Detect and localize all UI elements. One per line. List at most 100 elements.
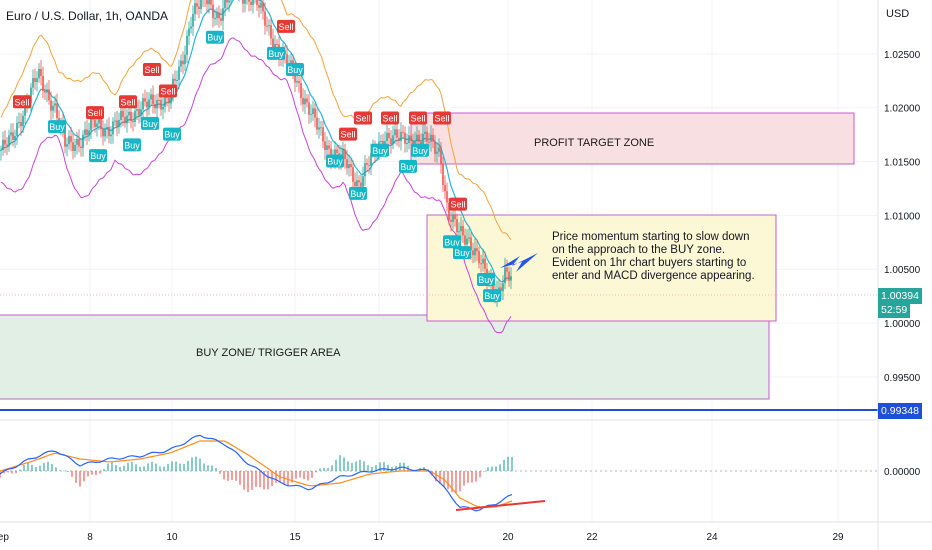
macd-histogram-bar: [319, 468, 321, 471]
candle-body: [192, 14, 194, 27]
macd-histogram-bar: [267, 471, 269, 490]
macd-histogram-bar: [359, 459, 361, 471]
buy-signal: Buy: [453, 246, 471, 260]
macd-histogram-bar: [175, 461, 177, 471]
candle-body: [360, 182, 362, 187]
sell-signal: Sell: [119, 95, 137, 109]
candle-body: [342, 149, 344, 155]
candle-body: [250, 1, 252, 5]
candle-body: [136, 109, 138, 111]
candle-body: [442, 164, 444, 186]
candle-body: [6, 144, 8, 147]
buy-signal-badge: [483, 289, 501, 303]
candle-body: [86, 129, 88, 136]
sell-signal-badge: [409, 111, 427, 125]
candle-body: [108, 126, 110, 137]
candle-body: [150, 94, 152, 100]
macd-histogram-bar: [187, 460, 189, 471]
candle-body: [444, 185, 446, 192]
sell-signal: Sell: [86, 106, 104, 120]
candle-body: [122, 110, 124, 117]
buy-signal: Buy: [123, 138, 141, 152]
macd-histogram-bar: [463, 471, 465, 486]
time-tick-label: 22: [586, 532, 598, 543]
sell-signal: Sell: [381, 111, 399, 125]
macd-histogram-bar: [135, 464, 137, 471]
sell-signal: Sell: [449, 197, 467, 211]
macd-histogram-bar: [3, 471, 5, 474]
buy-signal: Buy: [349, 186, 367, 200]
macd-histogram-bar: [219, 471, 221, 474]
candle-body: [256, 0, 258, 6]
sell-signal-badge: [354, 111, 372, 125]
sell-signal-badge: [13, 95, 31, 109]
buy-signal: Buy: [371, 143, 389, 157]
buy-signal: Buy: [286, 63, 304, 76]
candle-body: [12, 132, 14, 140]
macd-histogram-bar: [119, 467, 121, 471]
candle-body: [426, 131, 428, 142]
candle-body: [114, 120, 116, 122]
sell-signal: Sell: [339, 127, 357, 141]
sell-signal-label: Sell: [450, 200, 465, 210]
macd-histogram-bar: [231, 471, 233, 481]
macd-histogram-bar: [487, 467, 489, 471]
macd-histogram-bar: [147, 463, 149, 471]
macd-histogram-bar: [459, 471, 461, 492]
candle-body: [20, 121, 22, 127]
macd-histogram-bar: [479, 471, 481, 478]
macd-histogram-bar: [239, 471, 241, 485]
buy-signal-label: Buy: [124, 140, 140, 150]
sell-signal: Sell: [277, 19, 295, 33]
buy-signal: Buy: [411, 143, 429, 157]
candle-body: [294, 71, 296, 83]
buy-signal-label: Buy: [327, 157, 343, 167]
divergence-trendline[interactable]: [455, 500, 546, 511]
time-tick-label: 24: [706, 532, 718, 543]
sell-signal-label: Sell: [355, 113, 370, 123]
macd-histogram-bar: [91, 471, 93, 475]
lower-band-line: [0, 37, 512, 334]
macd-histogram-bar: [223, 471, 225, 480]
buy-signal-badge: [206, 30, 224, 44]
candle-body: [320, 127, 322, 129]
candle-body: [262, 2, 264, 12]
macd-histogram-bar: [323, 467, 325, 471]
macd-histogram-bar: [139, 466, 141, 471]
price-axis[interactable]: 1.02500 1.02000 1.01500 1.01000 1.00500 1.000…: [884, 50, 921, 478]
annotation-arrow[interactable]: [500, 253, 538, 272]
candle-body: [88, 130, 90, 136]
sell-signal-badge: [119, 95, 137, 109]
time-tick-label: Sep: [0, 532, 9, 543]
candle-body: [168, 97, 170, 104]
bar-countdown-tag: 52:59: [878, 302, 911, 318]
sell-signal-badge: [277, 19, 295, 33]
symbol-title[interactable]: Euro / U.S. Dollar, 1h, OANDA: [6, 9, 169, 23]
candle-body: [484, 258, 486, 269]
macd-histogram-bar: [395, 465, 397, 471]
sell-signal-badge: [159, 84, 177, 98]
macd-histogram-bar: [143, 466, 145, 471]
macd-histogram-bar: [151, 461, 153, 471]
candle-body: [406, 142, 408, 144]
buy-zone-box[interactable]: [0, 314, 770, 400]
candle-body: [416, 134, 418, 142]
candle-body: [228, 0, 230, 3]
macd-histogram-bar: [491, 466, 493, 471]
macd-histogram-bar: [15, 471, 17, 474]
time-axis[interactable]: 8 10 15 17 20 22 24 29 Sep: [0, 532, 844, 543]
candle-body: [188, 28, 190, 36]
candle-body: [248, 0, 250, 2]
sell-signal: Sell: [143, 63, 161, 76]
candle-body: [196, 3, 198, 7]
candle-body: [464, 235, 466, 245]
candle-body: [434, 141, 436, 154]
price-tick-label: 1.02500: [884, 50, 921, 61]
macd-histogram-bar: [7, 471, 9, 473]
macd-histogram-bar: [379, 462, 381, 471]
buy-signal-badge: [267, 46, 285, 60]
candle-body: [98, 119, 100, 124]
macd-histogram-bar: [511, 456, 513, 471]
buy-signal-badge: [89, 149, 107, 163]
